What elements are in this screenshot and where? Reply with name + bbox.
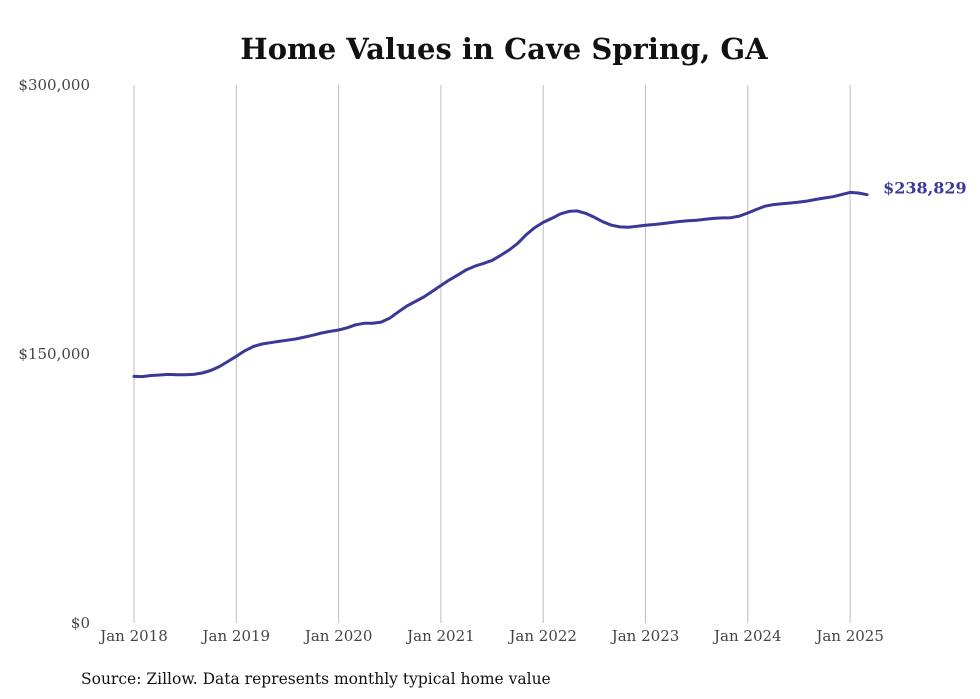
x-tick-label-3: Jan 2021 bbox=[405, 627, 475, 645]
x-tick-label-5: Jan 2023 bbox=[610, 627, 680, 645]
x-tick-label-2: Jan 2020 bbox=[303, 627, 373, 645]
gridlines bbox=[133, 85, 851, 623]
source-note: Source: Zillow. Data represents monthly … bbox=[81, 670, 551, 688]
chart-title: Home Values in Cave Spring, GA bbox=[240, 32, 768, 66]
y-axis-ticks: $0 $150,000 $300,000 bbox=[18, 76, 90, 632]
y-tick-label-0: $0 bbox=[71, 614, 90, 632]
x-tick-label-1: Jan 2019 bbox=[201, 627, 271, 645]
latest-value-label: $238,829 bbox=[883, 179, 967, 198]
x-tick-label-0: Jan 2018 bbox=[98, 627, 168, 645]
x-tick-label-6: Jan 2024 bbox=[712, 627, 782, 645]
x-axis-ticks: Jan 2018 Jan 2019 Jan 2020 Jan 2021 Jan 2022… bbox=[98, 627, 884, 645]
x-tick-label-7: Jan 2025 bbox=[814, 627, 884, 645]
y-tick-label-2: $300,000 bbox=[18, 76, 90, 94]
x-tick-label-4: Jan 2022 bbox=[507, 627, 577, 645]
home-value-line bbox=[132, 190, 869, 379]
y-tick-label-1: $150,000 bbox=[18, 345, 90, 363]
